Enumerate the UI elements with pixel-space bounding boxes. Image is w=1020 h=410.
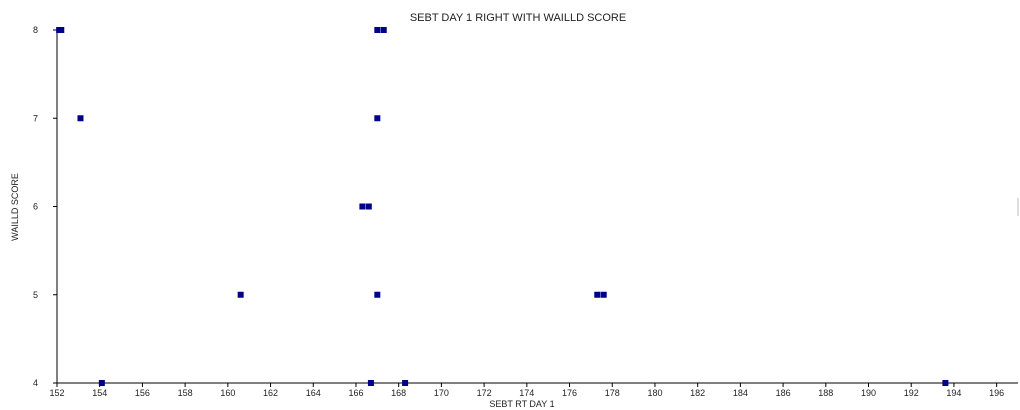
x-tick-label: 174 xyxy=(519,388,534,398)
x-tick-label: 158 xyxy=(178,388,193,398)
x-tick-label: 176 xyxy=(562,388,577,398)
x-tick-label: 172 xyxy=(477,388,492,398)
x-tick-label: 154 xyxy=(92,388,107,398)
y-axis-title: WAILLD SCORE xyxy=(10,173,20,241)
y-tick-label: 7 xyxy=(33,113,38,123)
data-point xyxy=(365,203,372,210)
x-tick-label: 170 xyxy=(434,388,449,398)
x-ticks: 152 154 156 158 160 162 164 166 168 170 172 174 176 1… xyxy=(49,383,1004,398)
x-tick-label: 182 xyxy=(690,388,705,398)
x-axis-title: SEBT RT DAY 1 xyxy=(489,399,554,409)
x-tick-label: 166 xyxy=(348,388,363,398)
data-point xyxy=(600,291,607,298)
x-tick-label: 162 xyxy=(263,388,278,398)
y-tick-label: 5 xyxy=(33,290,38,300)
data-point xyxy=(77,115,84,122)
data-point xyxy=(374,27,381,33)
x-tick-label: 168 xyxy=(391,388,406,398)
data-points xyxy=(56,27,949,386)
x-tick-label: 186 xyxy=(776,388,791,398)
data-point xyxy=(374,115,381,122)
x-tick-label: 180 xyxy=(647,388,662,398)
x-tick-label: 196 xyxy=(989,388,1004,398)
data-point xyxy=(402,380,409,386)
data-point xyxy=(594,291,601,298)
x-tick-label: 156 xyxy=(135,388,150,398)
x-tick-label: 178 xyxy=(605,388,620,398)
data-point xyxy=(367,380,374,386)
data-point xyxy=(359,203,366,210)
y-tick-label: 4 xyxy=(33,378,38,388)
data-point xyxy=(374,291,381,298)
y-tick-label: 8 xyxy=(33,25,38,35)
data-point xyxy=(98,380,105,386)
x-tick-label: 190 xyxy=(861,388,876,398)
x-tick-label: 184 xyxy=(733,388,748,398)
x-tick-label: 192 xyxy=(904,388,919,398)
x-tick-label: 152 xyxy=(49,388,64,398)
x-tick-label: 188 xyxy=(818,388,833,398)
y-ticks: 4 5 6 7 8 xyxy=(33,25,57,388)
data-point xyxy=(380,27,387,33)
data-point xyxy=(942,380,949,386)
data-point xyxy=(58,27,65,33)
chart-title: SEBT DAY 1 RIGHT WITH WAILLD SCORE xyxy=(410,12,626,24)
x-tick-label: 160 xyxy=(220,388,235,398)
x-tick-label: 194 xyxy=(946,388,961,398)
y-tick-label: 6 xyxy=(33,202,38,212)
data-point xyxy=(237,291,244,298)
x-tick-label: 164 xyxy=(306,388,321,398)
